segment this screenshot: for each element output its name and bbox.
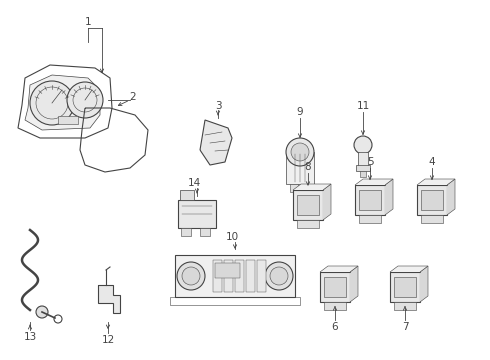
Bar xyxy=(293,190,323,220)
Circle shape xyxy=(291,143,309,161)
Text: 9: 9 xyxy=(296,107,303,117)
Text: 3: 3 xyxy=(215,101,221,111)
PathPatch shape xyxy=(98,285,120,313)
Circle shape xyxy=(182,267,200,285)
Circle shape xyxy=(30,81,74,125)
Bar xyxy=(178,200,216,228)
PathPatch shape xyxy=(385,179,393,215)
Bar xyxy=(359,215,381,223)
Bar xyxy=(290,184,298,192)
Text: 14: 14 xyxy=(187,178,200,188)
PathPatch shape xyxy=(293,184,331,190)
Circle shape xyxy=(270,267,288,285)
Bar xyxy=(224,260,233,292)
Bar xyxy=(235,260,244,292)
PathPatch shape xyxy=(420,266,428,302)
Circle shape xyxy=(36,306,48,318)
Bar xyxy=(320,272,350,302)
Circle shape xyxy=(67,82,103,118)
Bar xyxy=(213,260,222,292)
Bar xyxy=(297,195,319,215)
Bar xyxy=(175,255,295,297)
Bar xyxy=(302,184,310,192)
Text: 13: 13 xyxy=(24,332,37,342)
Circle shape xyxy=(265,262,293,290)
Text: 4: 4 xyxy=(429,157,435,167)
PathPatch shape xyxy=(390,266,428,272)
Bar xyxy=(358,152,368,167)
Bar xyxy=(215,263,240,278)
Bar xyxy=(394,277,416,297)
Bar xyxy=(355,185,385,215)
PathPatch shape xyxy=(447,179,455,215)
PathPatch shape xyxy=(25,75,100,130)
Bar xyxy=(359,190,381,210)
Bar xyxy=(286,152,314,184)
Bar xyxy=(257,260,266,292)
Circle shape xyxy=(286,138,314,166)
Bar xyxy=(297,220,319,228)
Bar xyxy=(180,190,194,200)
PathPatch shape xyxy=(350,266,358,302)
Bar xyxy=(417,185,447,215)
Text: 2: 2 xyxy=(130,92,136,102)
Text: 11: 11 xyxy=(356,101,369,111)
Bar xyxy=(181,228,191,236)
PathPatch shape xyxy=(323,184,331,220)
Bar xyxy=(394,302,416,310)
Text: 7: 7 xyxy=(402,322,408,332)
Bar xyxy=(324,302,346,310)
PathPatch shape xyxy=(200,120,232,165)
Text: 6: 6 xyxy=(332,322,338,332)
Bar xyxy=(324,277,346,297)
Bar xyxy=(390,272,420,302)
Bar xyxy=(421,215,443,223)
Bar xyxy=(421,190,443,210)
Bar xyxy=(356,165,370,171)
Bar xyxy=(58,116,78,124)
Bar xyxy=(246,260,255,292)
Bar xyxy=(200,228,210,236)
PathPatch shape xyxy=(320,266,358,272)
Bar xyxy=(170,297,300,305)
Text: 12: 12 xyxy=(101,335,115,345)
Circle shape xyxy=(354,136,372,154)
PathPatch shape xyxy=(417,179,455,185)
Bar xyxy=(360,171,366,177)
PathPatch shape xyxy=(355,179,393,185)
Text: 5: 5 xyxy=(367,157,373,167)
Text: 8: 8 xyxy=(305,162,311,172)
Text: 1: 1 xyxy=(85,17,91,27)
Text: 10: 10 xyxy=(225,232,239,242)
Circle shape xyxy=(177,262,205,290)
